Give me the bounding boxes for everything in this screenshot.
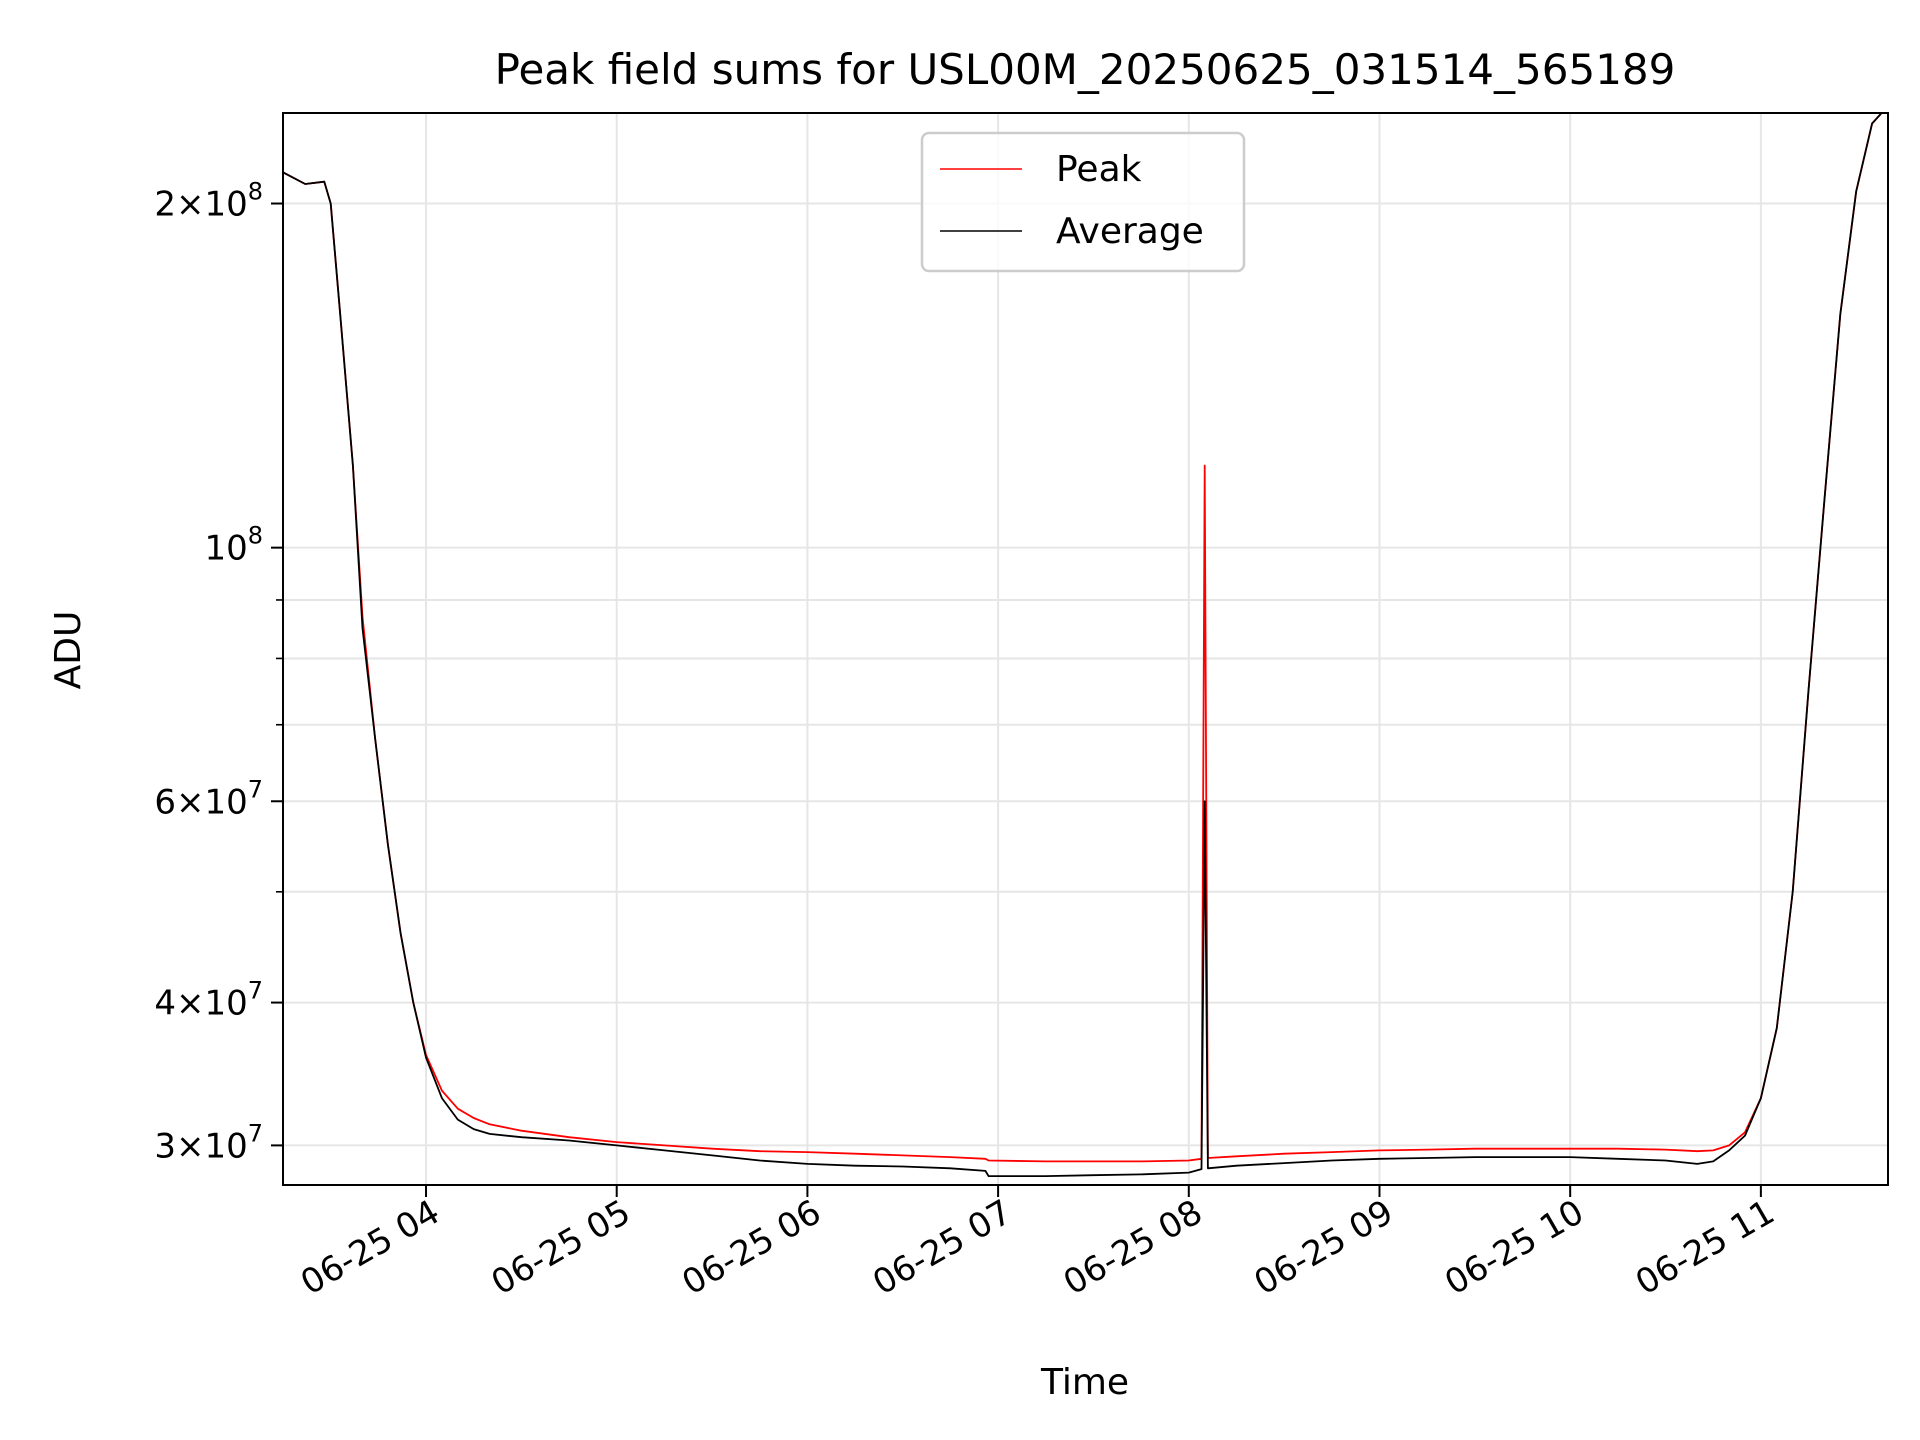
y-tick-exponent: 8	[248, 522, 263, 550]
y-tick-label: 108	[204, 522, 263, 569]
y-tick-label: 6×107	[154, 775, 263, 822]
y-tick-base: 10	[204, 984, 247, 1024]
y-tick-times: ×	[176, 1126, 205, 1166]
y-tick-mantissa: 2	[154, 185, 176, 225]
y-tick-times: ×	[176, 782, 205, 822]
y-tick-times: ×	[176, 984, 205, 1024]
grid	[283, 113, 1888, 1185]
legend-label-average: Average	[1056, 211, 1204, 252]
y-tick-base: 10	[204, 529, 247, 569]
y-tick-mantissa: 6	[154, 782, 176, 822]
x-axis-label: Time	[1040, 1362, 1129, 1403]
y-tick-base: 10	[204, 782, 247, 822]
legend: Peak Average	[920, 131, 1246, 273]
series-layer	[283, 113, 1883, 1177]
legend-label-peak: Peak	[1056, 149, 1142, 190]
y-tick-label: 2×108	[154, 178, 263, 225]
y-tick-base: 10	[204, 1126, 247, 1166]
y-tick-label: 3×107	[154, 1119, 263, 1166]
series-line-average	[283, 113, 1883, 1177]
y-tick-exponent: 7	[248, 775, 263, 803]
y-tick-base: 10	[204, 185, 247, 225]
y-tick-mantissa: 3	[154, 1126, 176, 1166]
y-tick-exponent: 7	[248, 1119, 263, 1147]
y-axis-label: ADU	[48, 611, 89, 690]
y-tick-exponent: 8	[248, 178, 263, 206]
y-tick-times: ×	[176, 185, 205, 225]
plot-frame	[282, 112, 1889, 1186]
y-tick-mantissa: 4	[154, 984, 176, 1024]
y-tick-label: 4×107	[154, 977, 263, 1024]
y-tick-exponent: 7	[248, 977, 263, 1005]
legend-box	[920, 131, 1246, 273]
chart-title: Peak field sums for USL00M_20250625_0315…	[495, 45, 1676, 94]
